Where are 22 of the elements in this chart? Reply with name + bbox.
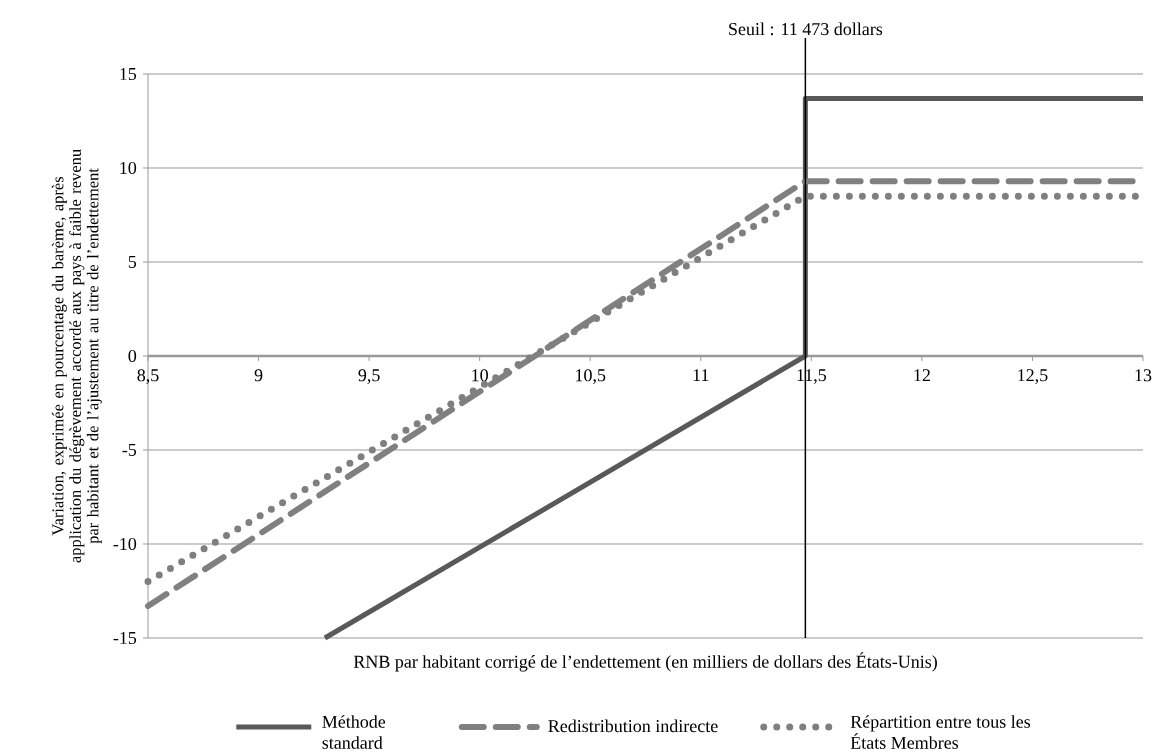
y-tick-label: 0 xyxy=(128,349,137,363)
x-tick-label: 9 xyxy=(254,369,263,382)
x-tick-label: 13 xyxy=(1135,369,1152,382)
ref-line-label: Seuil : 11 473 dollars xyxy=(729,22,883,36)
x-tick-label: 8,5 xyxy=(137,369,159,384)
y-tick-label: 5 xyxy=(128,256,137,268)
y-tick-label: -5 xyxy=(122,444,137,456)
y-tick-label: 10 xyxy=(120,161,137,175)
x-tick-label: 11 xyxy=(693,369,709,382)
legend-label: Répartition entre tous les États Membres xyxy=(850,715,1031,749)
y-axis-title: Variation, exprimée en pourcentage du barème, après application du dégrèvement accordé aux pays à faible revenu par habitant et de l’ajustement au titre de l’endettement xyxy=(51,149,102,563)
x-axis-title: RNB par habitant corrigé de l’endettement (en milliers de dollars des États-Unis) xyxy=(353,652,937,672)
x-tick-label: 9,5 xyxy=(358,369,380,384)
legend-label: Méthode standard xyxy=(322,715,386,749)
x-tick-label: 10 xyxy=(472,369,488,382)
x-tick-label: 12 xyxy=(914,369,930,382)
x-tick-label: 10,5 xyxy=(576,369,606,384)
y-tick-label: 15 xyxy=(120,67,137,81)
y-tick-label: -10 xyxy=(113,537,137,551)
x-tick-label: 12,5 xyxy=(1018,369,1048,384)
y-tick-label: -15 xyxy=(113,631,137,645)
legend-label: Redistribution indirecte xyxy=(548,719,718,733)
